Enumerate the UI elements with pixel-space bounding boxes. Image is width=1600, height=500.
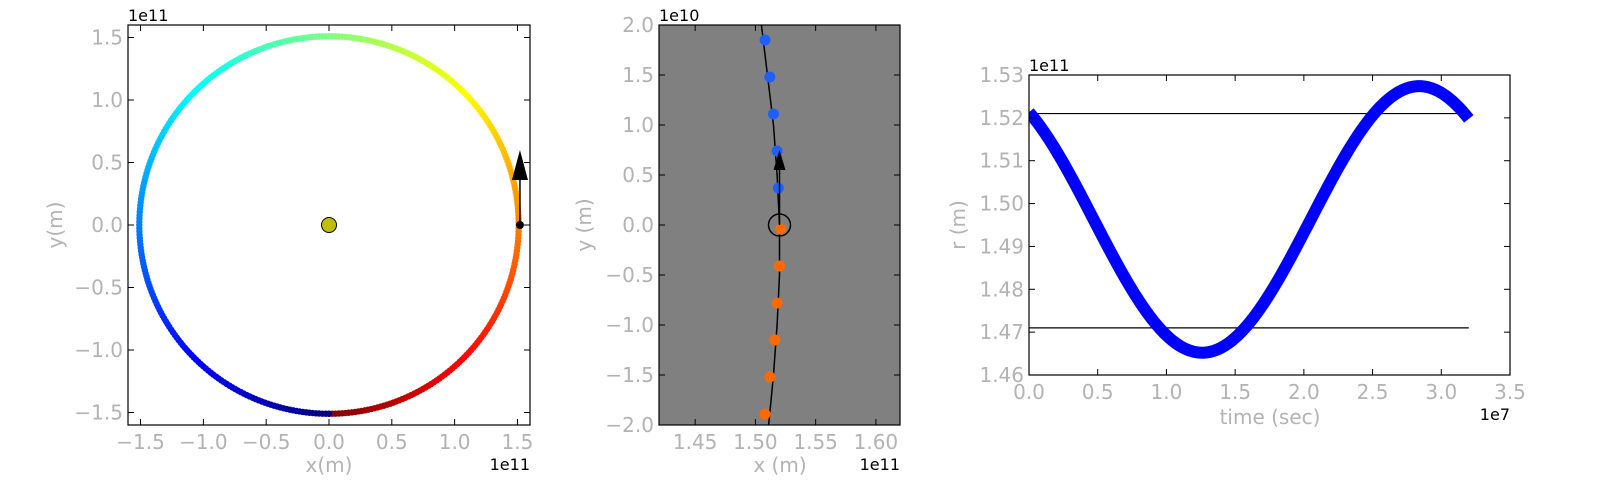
x-tick-label: −0.5	[242, 430, 291, 454]
orbit-x-ticks: −1.5 −1.0 −0.5 0.0 0.5 1.0 1.5	[116, 25, 533, 454]
zoom-blue-point	[772, 182, 784, 194]
y-tick-label: 1.47	[979, 320, 1024, 344]
orbit-panel: −1.5 −1.0 −0.5 0.0 0.5 1.0 1.5 −1.5 −1.0 −0.5 0.0…	[43, 6, 533, 477]
x-tick-label: 0.5	[1082, 380, 1114, 404]
x-tick-label: 0.0	[1013, 380, 1045, 404]
zoom-orange-points	[759, 223, 787, 420]
sun-marker	[321, 217, 337, 233]
radius-x-offset-label: 1e7	[1480, 405, 1510, 424]
y-tick-label: 1.51	[979, 149, 1024, 173]
x-tick-label: 1.55	[793, 430, 838, 454]
orbit-point	[325, 410, 333, 417]
radius-y-offset-label: 1e11	[1029, 56, 1069, 75]
x-tick-label: 1.0	[1151, 380, 1183, 404]
y-tick-label: 1.49	[979, 234, 1024, 258]
x-tick-label: 0.5	[376, 430, 408, 454]
radius-x-ticks: 0.0 0.5 1.0 1.5 2.0 2.5 3.0 3.5	[1013, 75, 1526, 404]
x-tick-label: −1.0	[179, 430, 228, 454]
radius-y-ticks: 1.46 1.47 1.48 1.49 1.50 1.51 1.52 1.53	[979, 63, 1510, 387]
zoom-orange-point	[775, 223, 787, 235]
zoom-y-axis-label: y (m)	[572, 198, 596, 251]
y-tick-label: 1.52	[979, 106, 1024, 130]
y-tick-label: 1.53	[979, 63, 1024, 87]
zoom-x-offset-label: 1e11	[860, 455, 900, 474]
y-tick-label: 0.0	[91, 213, 123, 237]
y-tick-label: −1.0	[74, 338, 123, 362]
zoom-orange-point	[771, 297, 783, 309]
x-tick-label: −1.5	[116, 430, 165, 454]
x-tick-label: 3.5	[1494, 380, 1526, 404]
x-tick-label: 2.5	[1357, 380, 1389, 404]
y-tick-label: 1.5	[91, 26, 123, 50]
y-tick-label: 1.48	[979, 277, 1024, 301]
y-tick-label: −0.5	[74, 276, 123, 300]
zoom-orange-point	[769, 334, 781, 346]
orbit-y-offset-label: 1e11	[128, 6, 168, 25]
x-tick-label: 1.5	[502, 430, 534, 454]
zoom-velocity-arrow-head	[773, 150, 786, 170]
orbit-x-axis-label: x(m)	[306, 453, 353, 477]
zoom-panel: 1.45 1.50 1.55 1.60 −2.0 −1.5 −1.0 −0.5 0.0 0.5 1…	[572, 6, 901, 477]
radius-panel: 0.0 0.5 1.0 1.5 2.0 2.5 3.0 3.5 1.461.471.481.4…	[946, 56, 1526, 429]
zoom-orange-point	[774, 260, 785, 272]
x-tick-label: 0.0	[313, 430, 345, 454]
radius-plot-frame	[1028, 74, 1511, 376]
zoom-orange-point	[764, 371, 776, 383]
x-tick-label: 3.0	[1425, 380, 1457, 404]
y-tick-label: 0.0	[622, 213, 654, 237]
radius-y-axis-label: r (m)	[946, 200, 970, 250]
orbit-y-ticks: −1.5 −1.0 −0.5 0.0 0.5 1.0 1.5	[74, 26, 530, 425]
y-tick-label: −0.5	[605, 263, 654, 287]
zoom-blue-point	[764, 71, 776, 83]
zoom-x-axis-label: x (m)	[753, 453, 806, 477]
y-tick-label: 1.50	[979, 192, 1024, 216]
y-tick-label: 2.0	[622, 13, 654, 37]
x-tick-label: 1.45	[673, 430, 718, 454]
y-tick-label: 0.5	[622, 163, 654, 187]
radius-series-line	[1029, 80, 1474, 359]
y-tick-label: −1.0	[605, 313, 654, 337]
y-tick-label: −2.0	[605, 413, 654, 437]
y-tick-label: −1.5	[74, 401, 123, 425]
radius-plot-background	[1029, 75, 1510, 375]
x-tick-label: 1.5	[1219, 380, 1251, 404]
zoom-y-offset-label: 1e10	[659, 6, 699, 25]
orbit-points	[136, 33, 522, 417]
planet-marker	[515, 221, 524, 229]
orbit-x-offset-label: 1e11	[490, 455, 530, 474]
y-tick-label: −1.5	[605, 363, 654, 387]
zoom-y-ticks: −2.0 −1.5 −1.0 −0.5 0.0 0.5 1.0 1.5 2.0	[605, 13, 900, 437]
y-tick-label: 0.5	[91, 151, 123, 175]
y-tick-label: 1.46	[979, 363, 1024, 387]
zoom-blue-point	[767, 108, 779, 120]
zoom-orange-point	[759, 408, 771, 420]
x-tick-label: 2.0	[1288, 380, 1320, 404]
zoom-x-ticks: 1.45 1.50 1.55 1.60	[673, 25, 898, 454]
velocity-arrow-head	[511, 150, 528, 180]
zoom-blue-point	[759, 34, 771, 46]
orbit-y-axis-label: y(m)	[43, 202, 67, 249]
radius-x-axis-label: time (sec)	[1220, 405, 1321, 429]
y-tick-label: 1.0	[91, 88, 123, 112]
y-tick-label: 1.0	[622, 113, 654, 137]
x-tick-label: 1.50	[733, 430, 778, 454]
x-tick-label: 1.0	[439, 430, 471, 454]
y-tick-label: 1.5	[622, 63, 654, 87]
x-tick-label: 1.60	[854, 430, 899, 454]
